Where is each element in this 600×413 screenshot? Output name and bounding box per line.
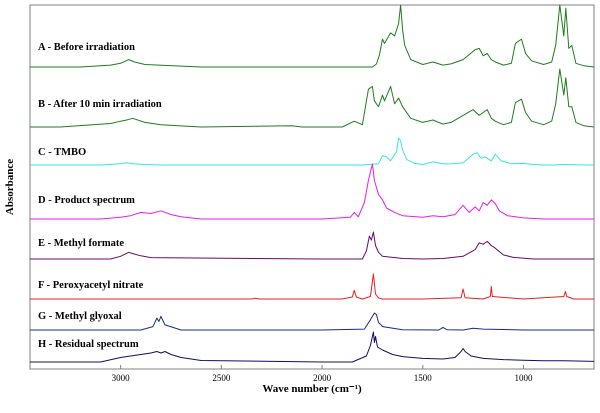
- series-label-c: C - TMBO: [38, 147, 86, 158]
- plot-frame: [29, 4, 595, 370]
- x-tick-label: 2000: [313, 373, 332, 383]
- x-tick-label: 1500: [414, 373, 433, 383]
- series-label-d: D - Product spectrum: [38, 195, 135, 206]
- x-axis-ticks: 3000 2500 2000 1500 1000: [112, 365, 533, 383]
- spectrum-line-c: [30, 137, 594, 166]
- x-tick-label: 3000: [112, 373, 131, 383]
- series-label-b: B - After 10 min irradiation: [38, 99, 162, 110]
- series-label-e: E - Methyl formate: [38, 238, 124, 249]
- spectrum-line-f: [30, 273, 594, 300]
- x-tick-label: 1000: [515, 373, 534, 383]
- spectrum-line-e: [30, 231, 594, 260]
- spectrum-line-h: [30, 331, 595, 363]
- x-axis-label: Wave number (cm⁻¹): [262, 383, 362, 395]
- series-label-h: H - Residual spectrum: [38, 339, 139, 350]
- series-label-a: A - Before irradiation: [38, 42, 135, 53]
- spectrum-line-g: [30, 312, 594, 331]
- spectrum-line-d: [30, 163, 594, 220]
- spectra-layer: [30, 4, 595, 363]
- spectrum-line-b: [30, 68, 595, 128]
- spectrum-line-a: [30, 4, 595, 68]
- series-labels: A - Before irradiation B - After 10 min i…: [38, 42, 162, 350]
- series-label-f: F - Peroxyacetyl nitrate: [38, 280, 144, 291]
- x-tick-label: 2500: [212, 373, 231, 383]
- series-label-g: G - Methyl glyoxal: [38, 311, 122, 322]
- y-axis-label: Absorbance: [4, 159, 16, 215]
